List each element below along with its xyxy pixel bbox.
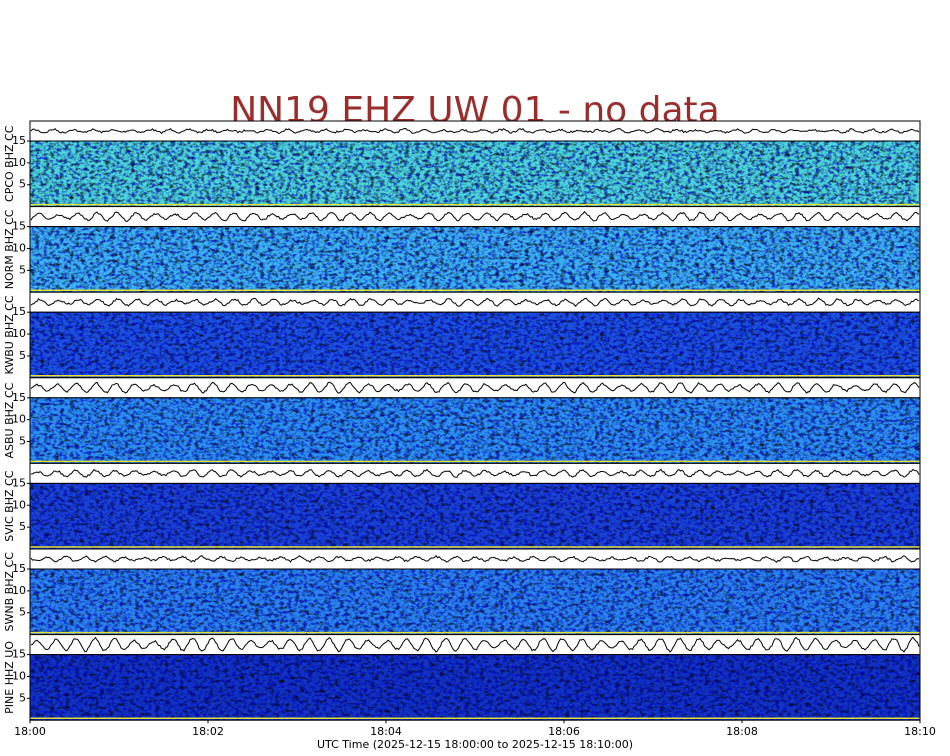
spectrogram-texture [30,226,920,293]
station-label: ASBU BHZ CC [3,382,16,458]
spectrogram-texture [30,569,920,635]
waveform [30,127,920,135]
station-label: PINE HHZ UO [3,641,16,714]
y-tick-label: 15 [12,648,26,661]
station-label: KWBU BHZ CC [3,295,16,374]
y-tick-label: 15 [12,134,26,147]
y-tick-label: 10 [12,413,26,426]
waveform [30,381,920,394]
station-label: CPCO BHZ CC [3,125,16,202]
waveform [30,297,920,307]
x-tick-label: 18:10 [904,725,936,738]
station-label: NORM BHZ CC [3,209,16,289]
waveform [30,468,920,478]
y-tick-label: 15 [12,305,26,318]
x-tick-label: 18:04 [370,725,402,738]
y-tick-label: 15 [12,220,26,233]
y-tick-label: 10 [12,327,26,340]
y-tick-label: 5 [19,520,26,533]
waveform-frame [29,206,921,228]
y-tick-label: 10 [12,156,26,169]
spectrogram-texture [30,483,920,549]
y-tick-label: 15 [12,562,26,575]
y-tick-label: 10 [12,498,26,511]
y-tick-label: 5 [19,435,26,448]
waveform-frame [29,634,921,656]
x-tick-label: 18:08 [726,725,758,738]
spectrogram-texture [30,141,920,207]
waveform-frame [29,377,921,399]
spectrogram-texture [30,397,920,464]
y-tick-label: 15 [12,391,26,404]
station-label: SVIC BHZ CC [3,470,16,541]
waveform-frame [29,462,921,484]
station-label: SWNB BHZ CC [3,552,16,632]
y-tick-label: 5 [19,178,26,191]
x-tick-label: 18:00 [14,725,46,738]
y-tick-label: 15 [12,476,26,489]
waveform [30,554,920,563]
waveform [30,636,920,653]
spectrogram-frame [29,654,921,721]
x-tick-label: 18:06 [548,725,580,738]
x-axis-label: UTC Time (2025-12-15 18:00:00 to 2025-12… [317,738,633,751]
y-tick-label: 5 [19,691,26,704]
y-tick-label: 10 [12,584,26,597]
x-tick-label: 18:02 [192,725,224,738]
y-tick-label: 5 [19,263,26,276]
waveform [30,210,920,223]
y-tick-label: 10 [12,241,26,254]
waveform-frame [29,548,921,570]
y-tick-label: 5 [19,349,26,362]
y-tick-label: 10 [12,669,26,682]
spectrogram-texture [30,312,920,378]
y-tick-label: 5 [19,606,26,619]
spectrogram-texture [30,654,920,721]
